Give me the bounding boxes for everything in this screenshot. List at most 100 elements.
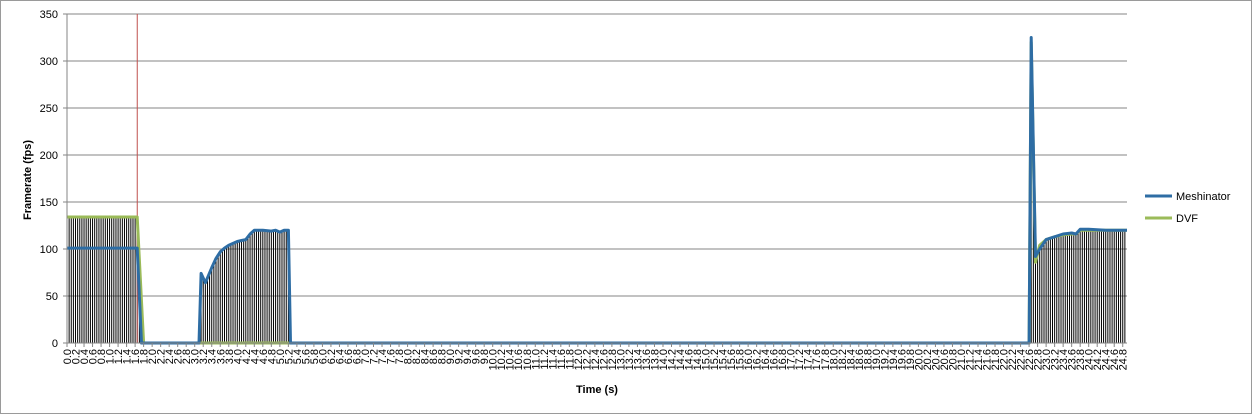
x-tick-label: 1.0	[105, 349, 117, 364]
x-tick-label: 2.0	[147, 349, 159, 364]
y-tick-label: 350	[40, 9, 58, 21]
x-tick-label: 12.4	[590, 349, 602, 370]
x-tick-label: 23.4	[1058, 349, 1070, 370]
x-tick-label: 13.8	[649, 349, 661, 370]
x-tick-label: 24.6	[1109, 349, 1121, 370]
x-tick-label: 7.0	[360, 349, 372, 364]
x-tick-label: 2.8	[181, 349, 193, 364]
x-tick-label: 9.8	[479, 349, 491, 364]
gridlines	[67, 13, 1127, 344]
y-tick-label: 0	[52, 338, 58, 350]
x-tick-label: 15.6	[726, 349, 738, 370]
x-tick-label: 19.0	[871, 349, 883, 370]
x-tick-label: 18.4	[845, 349, 857, 370]
x-tick-label: 3.6	[215, 349, 227, 364]
x-tick-label: 10.2	[496, 349, 508, 370]
x-tick-label: 17.4	[803, 349, 815, 370]
x-tick-label: 3.2	[198, 349, 210, 364]
y-axis-title: Framerate (fps)	[22, 140, 34, 220]
drop-lines	[66, 14, 1126, 343]
y-tick-label: 150	[40, 197, 58, 209]
x-tick-label: 23.0	[1041, 349, 1053, 370]
x-tick-label: 21.8	[990, 349, 1002, 370]
x-tick-label: 2.6	[173, 349, 185, 364]
x-tick-label: 17.8	[820, 349, 832, 370]
x-tick-label: 21.4	[973, 349, 985, 370]
series-line-meshinator	[67, 36, 1127, 345]
x-tick-label: 19.8	[905, 349, 917, 370]
x-tick-label: 24.8	[1118, 349, 1130, 370]
x-tick-label: 3.8	[224, 349, 236, 364]
x-tick-label: 11.2	[539, 349, 551, 370]
x-tick-label: 8.0	[403, 349, 415, 364]
x-tick-label: 18.0	[828, 349, 840, 370]
x-tick-label: 6.0	[317, 349, 329, 364]
x-tick-label: 24.2	[1092, 349, 1104, 370]
x-tick-label: 3.4	[207, 349, 219, 364]
x-tick-label: 1.8	[139, 349, 151, 364]
x-tick-label: 11.4	[547, 349, 559, 370]
x-tick-label: 22.4	[1016, 349, 1028, 370]
x-tick-label: 17.0	[786, 349, 798, 370]
x-tick-label: 0.4	[79, 349, 91, 364]
x-tick-label: 13.0	[615, 349, 627, 370]
x-tick-label: 16.4	[760, 349, 772, 370]
x-tick-label: 7.4	[377, 349, 389, 364]
x-tick-label: 2.4	[164, 349, 176, 364]
x-tick-label: 9.4	[462, 349, 474, 364]
x-tick-label: 21.6	[982, 349, 994, 370]
x-tick-label: 12.6	[598, 349, 610, 370]
x-tick-label: 18.8	[862, 349, 874, 370]
x-tick-label: 14.4	[675, 349, 687, 370]
x-tick-label: 11.8	[564, 349, 576, 370]
x-tick-label: 14.2	[666, 349, 678, 370]
x-tick-label: 14.8	[692, 349, 704, 370]
x-tick-label: 1.2	[113, 349, 125, 364]
x-tick-labels: 0.00.20.40.60.81.01.21.41.61.82.02.22.42…	[62, 343, 1130, 370]
x-tick-label: 20.0	[913, 349, 925, 370]
x-tick-label: 5.2	[283, 349, 295, 364]
y-tick-label: 300	[40, 56, 58, 68]
series-line-dvf	[67, 40, 1127, 345]
x-tick-label: 5.4	[292, 349, 304, 364]
x-tick-label: 10.6	[513, 349, 525, 370]
x-tick-label: 8.6	[428, 349, 440, 364]
x-tick-label: 4.8	[266, 349, 278, 364]
x-tick-label: 19.2	[879, 349, 891, 370]
x-tick-label: 12.8	[607, 349, 619, 370]
y-tick-label: 250	[40, 103, 58, 115]
series-lines	[67, 36, 1127, 345]
x-tick-label: 20.8	[947, 349, 959, 370]
x-tick-label: 16.0	[743, 349, 755, 370]
x-tick-label: 10.0	[488, 349, 500, 370]
x-tick-label: 23.8	[1075, 349, 1087, 370]
x-tick-label: 18.6	[854, 349, 866, 370]
x-tick-label: 19.6	[896, 349, 908, 370]
x-tick-label: 10.4	[505, 349, 517, 370]
x-tick-label: 7.6	[386, 349, 398, 364]
x-tick-label: 16.8	[777, 349, 789, 370]
y-tick-label: 200	[40, 150, 58, 162]
x-tick-label: 21.0	[956, 349, 968, 370]
x-tick-label: 13.4	[632, 349, 644, 370]
x-tick-label: 0.0	[62, 349, 74, 364]
x-tick-label: 4.2	[241, 349, 253, 364]
x-tick-label: 11.6	[556, 349, 568, 370]
legend-label-meshinator: Meshinator	[1176, 191, 1231, 203]
x-tick-label: 7.2	[369, 349, 381, 364]
x-tick-label: 5.8	[309, 349, 321, 364]
x-tick-label: 1.6	[130, 349, 142, 364]
x-tick-label: 20.2	[922, 349, 934, 370]
x-tick-label: 11.0	[530, 349, 542, 370]
x-tick-label: 20.6	[939, 349, 951, 370]
x-tick-label: 9.2	[454, 349, 466, 364]
y-tick-labels: 0 50 100 150 200 250 300 350	[40, 9, 67, 350]
x-tick-label: 5.0	[275, 349, 287, 364]
x-tick-label: 21.2	[964, 349, 976, 370]
x-tick-label: 6.8	[351, 349, 363, 364]
legend: Meshinator DVF	[1145, 191, 1231, 225]
x-tick-label: 6.4	[334, 349, 346, 364]
x-tick-label: 8.4	[420, 349, 432, 364]
